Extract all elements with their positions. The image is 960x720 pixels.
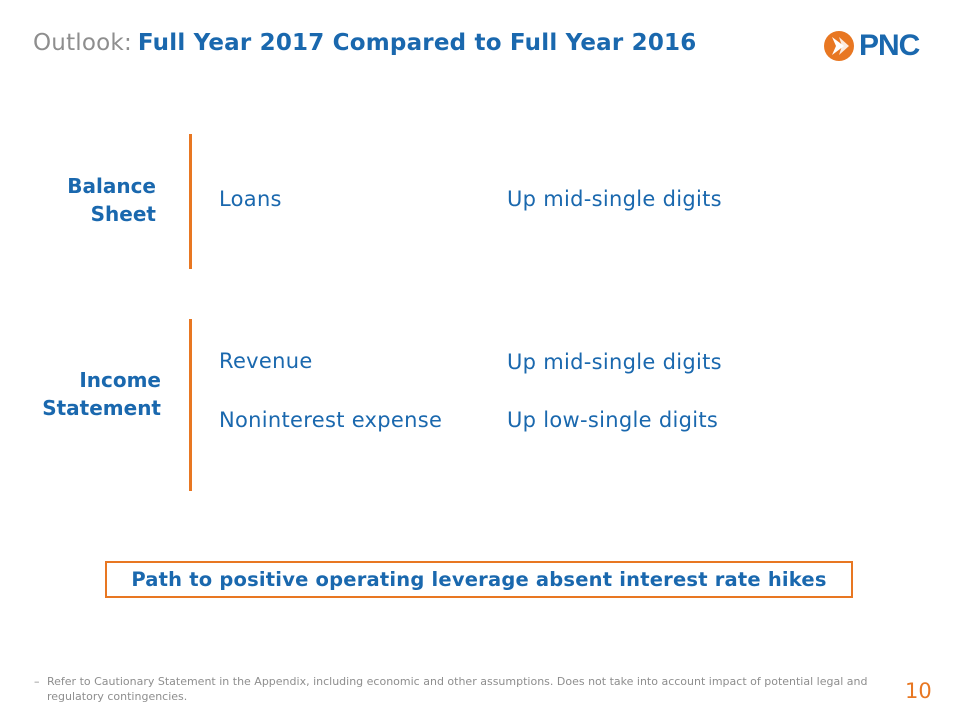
- footnote-text: Refer to Cautionary Statement in the App…: [47, 675, 868, 703]
- section-label-line: Statement: [42, 396, 161, 420]
- section-label-income-statement: Income Statement: [42, 366, 161, 422]
- page-title: Outlook: Full Year 2017 Compared to Full …: [33, 30, 696, 56]
- section-label-line: Sheet: [90, 202, 156, 226]
- callout-box: Path to positive operating leverage abse…: [105, 561, 853, 598]
- title-main: Full Year 2017 Compared to Full Year 201…: [137, 30, 697, 56]
- section-divider: [189, 319, 192, 491]
- row-item-revenue: Revenue: [219, 349, 313, 373]
- section-label-line: Balance: [67, 174, 156, 198]
- row-value-loans: Up mid-single digits: [507, 187, 722, 211]
- row-item-noninterest-expense: Noninterest expense: [219, 408, 443, 432]
- section-label-balance-sheet: Balance Sheet: [67, 172, 156, 228]
- pnc-arrow-icon: [824, 31, 854, 61]
- section-divider: [189, 134, 192, 269]
- page-number: 10: [905, 679, 932, 703]
- footnote: – Refer to Cautionary Statement in the A…: [34, 674, 874, 704]
- row-item-loans: Loans: [219, 187, 282, 211]
- pnc-logo: PNC: [822, 26, 920, 66]
- title-prefix: Outlook:: [33, 30, 132, 56]
- section-label-line: Income: [79, 368, 161, 392]
- callout-text: Path to positive operating leverage abse…: [131, 568, 827, 591]
- logo-text: PNC: [859, 29, 920, 62]
- row-value-noninterest-expense: Up low-single digits: [507, 408, 719, 432]
- row-value-revenue: Up mid-single digits: [507, 350, 722, 374]
- footnote-bullet: –: [34, 675, 40, 688]
